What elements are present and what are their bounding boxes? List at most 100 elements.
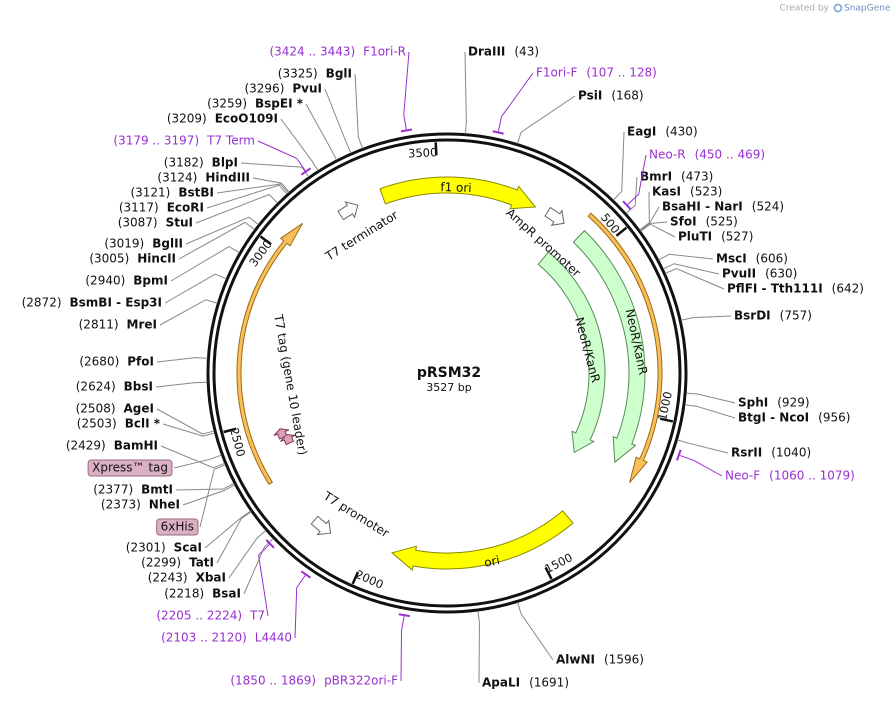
tick-label: 1000 xyxy=(655,390,675,422)
site-leader xyxy=(663,263,720,275)
site-position: (2508) xyxy=(76,402,116,416)
t7-terminator-arrow xyxy=(337,201,359,221)
site-leader xyxy=(677,439,729,454)
site-leader xyxy=(477,610,480,684)
site-leader xyxy=(182,484,235,506)
tag-label: 6xHis xyxy=(161,520,194,534)
site-leader xyxy=(464,51,467,134)
site-leader xyxy=(240,162,310,178)
primer-range: (107 .. 128) xyxy=(586,66,656,80)
t7-promoter-arrow xyxy=(310,515,332,536)
site-position: (43) xyxy=(514,45,539,59)
primer-mark xyxy=(676,449,682,461)
site-name: XbaI xyxy=(196,571,226,585)
tag-leader xyxy=(199,464,226,528)
plasmid-name: pRSM32 xyxy=(417,365,481,381)
site-leader xyxy=(155,381,208,388)
site-name: BsrDI xyxy=(734,309,771,323)
site-name: PluTI xyxy=(678,230,712,244)
site-leader xyxy=(156,408,215,435)
tick-mark xyxy=(223,427,237,434)
site-leader xyxy=(613,131,625,201)
site-leader xyxy=(305,103,337,161)
site-name: MreI xyxy=(127,318,157,332)
primer-leader xyxy=(679,454,723,477)
site-position: (642) xyxy=(832,282,864,296)
site-position: (3259) xyxy=(207,97,247,111)
site-leader xyxy=(159,299,218,326)
site-leader xyxy=(252,177,290,193)
site-leader xyxy=(195,193,278,224)
site-name: MscI xyxy=(716,252,747,266)
site-position: (1040) xyxy=(771,446,811,460)
site-position: (757) xyxy=(780,309,812,323)
site-position: (630) xyxy=(765,267,797,281)
site-leader xyxy=(178,221,255,260)
site-leader xyxy=(640,223,676,238)
site-leader xyxy=(517,95,576,144)
primer-label: L4440 xyxy=(255,631,292,645)
primer-label: F1ori-F xyxy=(536,66,577,80)
site-leader xyxy=(160,445,225,469)
tag-label: Xpress™ tag xyxy=(92,461,168,475)
tick-mark xyxy=(351,571,360,585)
site-position: (1596) xyxy=(604,653,644,667)
tick-label: 3500 xyxy=(408,145,438,160)
site-leader xyxy=(162,423,215,437)
site-name: BstBI xyxy=(178,186,214,200)
site-leader xyxy=(280,118,319,171)
site-position: (3087) xyxy=(118,216,158,230)
site-position: (523) xyxy=(690,185,722,199)
site-position: (2429) xyxy=(66,439,106,453)
primer-range: (2103 .. 2120) xyxy=(161,631,247,645)
site-position: (2377) xyxy=(93,483,133,497)
tag-box xyxy=(156,518,199,536)
site-position: (525) xyxy=(706,215,738,229)
tick-mark xyxy=(259,235,272,246)
site-position: (2218) xyxy=(164,587,204,601)
primer-leader xyxy=(257,140,306,171)
site-leader xyxy=(686,392,736,404)
site-name: BglII xyxy=(152,237,183,251)
feature-label: T7 terminator xyxy=(322,208,400,264)
primer-range: (3424 .. 3443) xyxy=(269,45,355,59)
site-leader xyxy=(243,538,274,595)
site-leader xyxy=(204,510,251,549)
primer-label: pBR322ori-F xyxy=(324,674,398,688)
site-leader xyxy=(185,216,259,245)
site-leader xyxy=(175,483,235,491)
site-position: (527) xyxy=(721,230,753,244)
primer-label: T7 Term xyxy=(206,134,255,148)
site-name: BglI xyxy=(326,67,352,81)
site-leader xyxy=(639,221,668,231)
site-name: DraIII xyxy=(468,45,505,59)
primer-leader xyxy=(400,616,405,682)
site-position: (3124) xyxy=(157,171,197,185)
site-leader xyxy=(665,267,725,290)
site-position: (956) xyxy=(818,411,850,425)
primer-mark xyxy=(300,167,312,176)
t7-tag-arrow xyxy=(236,222,303,485)
site-leader xyxy=(216,511,252,564)
site-name: SphI xyxy=(738,396,768,410)
site-position: (3117) xyxy=(119,201,159,215)
site-position: (3209) xyxy=(167,112,207,126)
site-name: ApaLI xyxy=(482,676,520,690)
primer-range: (3179 .. 3197) xyxy=(113,134,199,148)
site-position: (2243) xyxy=(148,571,188,585)
site-name: BmtI xyxy=(141,483,173,497)
primer-leader xyxy=(497,72,534,132)
tag-box xyxy=(87,459,173,477)
site-position: (606) xyxy=(756,252,788,266)
his-tag-arrow xyxy=(280,434,296,446)
feature-label: f1 ori xyxy=(440,180,472,195)
site-name: EcoRI xyxy=(167,201,204,215)
site-leader xyxy=(324,88,352,154)
site-position: (2940) xyxy=(85,274,125,288)
site-name: BamHI xyxy=(114,439,158,453)
site-name: BbsI xyxy=(124,380,153,394)
site-position: (1691) xyxy=(529,676,569,690)
tick-mark xyxy=(615,226,628,237)
site-name: SfoI xyxy=(670,215,697,229)
plasmid-length: 3527 bp xyxy=(426,381,471,394)
